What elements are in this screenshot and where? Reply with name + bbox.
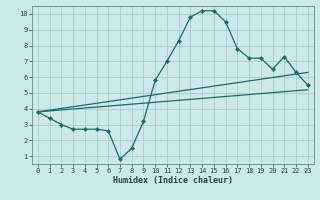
- X-axis label: Humidex (Indice chaleur): Humidex (Indice chaleur): [113, 176, 233, 185]
